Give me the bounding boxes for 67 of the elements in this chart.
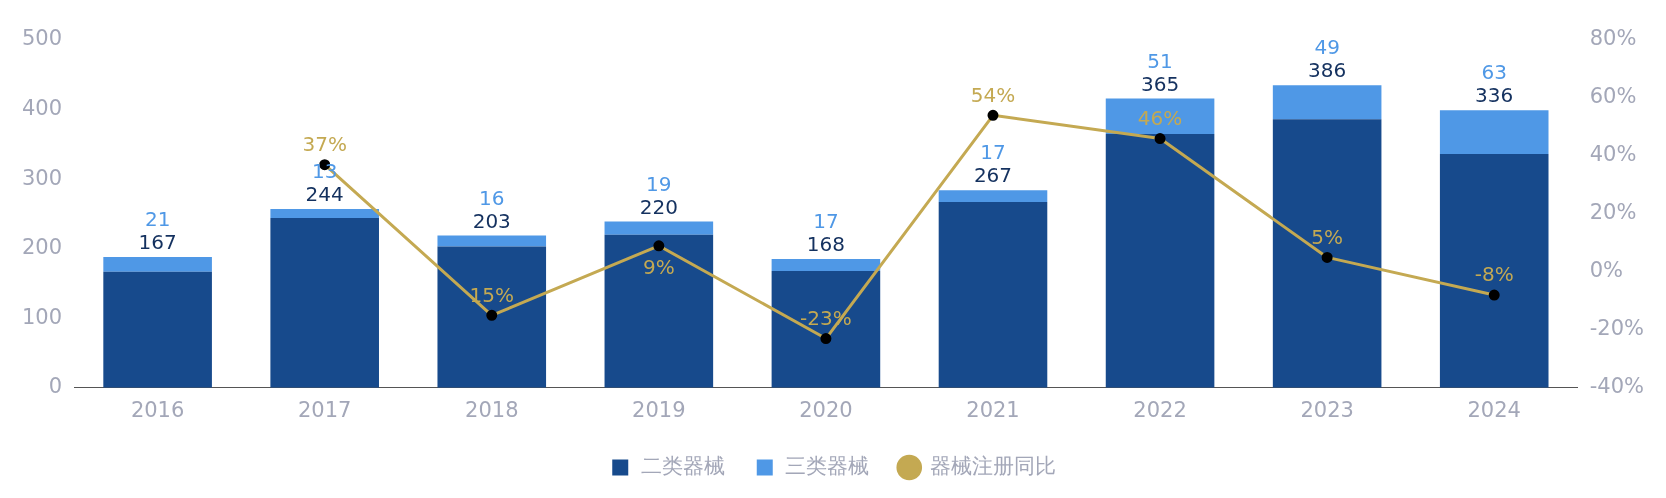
y2-tick-label: 0% [1589,258,1624,283]
bar [1105,133,1215,388]
data-label: 17 [813,209,839,234]
legend-label: 三类器械 [785,453,870,478]
x-tick-label: 2016 [130,397,185,422]
bar [437,235,547,247]
legend-label: 二类器械 [640,453,725,478]
y-tick-label: 300 [21,165,63,190]
x-tick-label: 2021 [966,397,1020,422]
bar [604,234,714,388]
bar [938,190,1048,203]
data-label: 5% [1311,224,1343,249]
data-label: 49 [1314,35,1340,60]
data-label: 51 [1147,48,1173,73]
y2-tick-label: 60% [1589,84,1637,109]
data-label: 54% [970,82,1016,107]
data-label: 21 [144,207,171,232]
x-tick-label: 2022 [1133,397,1187,422]
data-label: 167 [138,230,177,255]
x-tick-label: 2018 [465,397,519,422]
bar [1272,85,1382,120]
bar [1439,110,1549,155]
bar [604,221,714,235]
data-label: 17 [980,140,1006,165]
bar [938,202,1048,388]
y-tick-label: 0 [48,374,63,399]
data-label: 168 [806,232,846,257]
data-label: 37% [302,131,347,156]
data-label: 220 [639,194,678,219]
x-tick-label: 2020 [799,397,853,422]
bar [1272,119,1382,388]
data-label: 19 [646,171,672,196]
data-label: 267 [973,163,1013,188]
x-tick-label: 2019 [632,397,686,422]
x-tick-label: 2024 [1467,397,1521,422]
data-label: 9% [642,254,675,279]
y2-tick-label: 80% [1589,26,1637,51]
bar [1105,98,1215,134]
y-tick-label: 200 [21,235,63,260]
data-label: -8% [1474,262,1514,287]
bar [771,270,881,388]
bar [270,218,379,388]
y-tick-label: 100 [21,304,63,329]
data-label: 386 [1308,58,1347,83]
data-label: 63 [1481,60,1507,85]
y2-tick-label: -40% [1589,374,1645,399]
y-tick-label: 500 [21,26,63,51]
y2-tick-label: 20% [1589,200,1637,225]
data-label: 365 [1140,71,1180,96]
data-label: 16 [479,185,505,210]
data-label: 203 [472,208,511,233]
data-label: 46% [1137,105,1183,130]
bar [771,259,881,271]
x-tick-label: 2017 [297,397,352,422]
annotation: 15% [469,282,514,307]
bar [437,246,547,388]
x-tick-label: 2023 [1300,397,1354,422]
bar [103,271,212,388]
data-label: 336 [1475,83,1514,108]
bar [270,209,379,219]
y2-tick-label: -20% [1589,316,1645,341]
data-label: 244 [305,182,344,207]
y-tick-label: 400 [21,96,63,121]
bar [103,257,212,272]
y2-tick-label: 40% [1589,142,1637,167]
bar [1439,154,1549,388]
legend-label: 器械注册同比 [929,453,1056,478]
